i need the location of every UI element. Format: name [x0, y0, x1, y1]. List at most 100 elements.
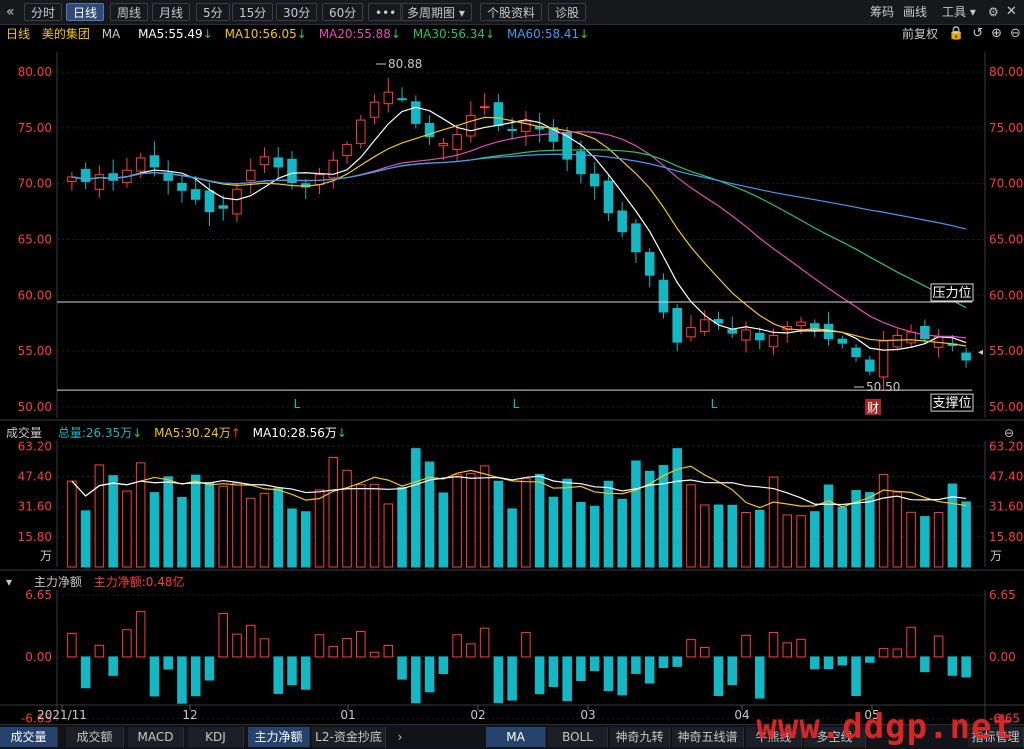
ma30-line — [71, 149, 967, 309]
x-tick-label: 01 — [340, 708, 355, 722]
lock-icon[interactable]: 🔒 — [948, 26, 965, 41]
volume-bar — [644, 470, 655, 568]
more-button[interactable]: ••• — [368, 3, 404, 21]
candle-body — [686, 327, 696, 338]
volume-bar — [383, 503, 394, 568]
volume-bar — [411, 448, 421, 568]
candle-body — [865, 359, 875, 372]
tab-15min[interactable]: 15分 — [232, 3, 274, 21]
volume-bar — [603, 480, 614, 568]
volume-bar — [521, 478, 531, 568]
flow-bar — [603, 656, 614, 692]
top-toolbar: « 分时 日线 周线 月线 5分 15分 30分 60分 ••• 多周期图 ▾ … — [0, 0, 1024, 25]
candle-body — [411, 101, 421, 124]
volume-tick-label: 31.60 — [989, 500, 1023, 514]
candle-body — [493, 102, 504, 127]
collapse-icon[interactable]: ⊖ — [1004, 426, 1015, 440]
candle-body — [699, 319, 710, 332]
flow-tick-label: -6.65 — [21, 712, 52, 724]
candle-body — [878, 340, 889, 378]
tab-turnover[interactable]: 成交额 — [66, 727, 124, 747]
tab-kdj[interactable]: KDJ — [188, 727, 244, 747]
flow-bar — [94, 644, 105, 658]
tab-daily[interactable]: 日线 — [66, 3, 105, 21]
draw-button[interactable]: 画线 — [903, 5, 928, 19]
flow-bar — [163, 656, 173, 670]
tab-monthly[interactable]: 月线 — [152, 3, 191, 21]
candle-body — [603, 180, 614, 214]
volume-bar — [672, 448, 682, 568]
tab-main-flow[interactable]: 主力净额 — [248, 727, 310, 747]
tools-button[interactable]: 工具 ▾ — [942, 5, 976, 19]
flow-tick-label: 0.00 — [25, 650, 52, 664]
price-tick-label: 65.00 — [18, 232, 52, 246]
volume-bar — [878, 473, 889, 568]
stock-info-button[interactable]: 个股资料 — [480, 3, 543, 21]
tab-60min[interactable]: 60分 — [322, 3, 364, 21]
candle-body — [356, 119, 366, 145]
flow-bar — [135, 611, 146, 658]
volume-bar — [108, 475, 118, 568]
settings-icon[interactable]: ⚙ — [988, 5, 999, 19]
tab-bull-bear[interactable]: 牛熊线 — [746, 727, 802, 747]
tab-boll[interactable]: BOLL — [548, 727, 608, 747]
tab-intraday[interactable]: 分时 — [24, 3, 63, 21]
flow-bar — [837, 656, 848, 666]
close-icon[interactable]: ✕ — [1006, 4, 1017, 19]
kline-chart[interactable]: 80.00 80.00 75.00 75.00 70.00 70.00 65.00 65.00… — [0, 0, 1024, 724]
flow-bar — [397, 656, 407, 680]
double-left-chevron-icon[interactable]: « — [6, 4, 15, 20]
tab-magic-five[interactable]: 神奇五线谱 — [672, 727, 744, 747]
tab-long-short[interactable]: 多空线 — [804, 727, 866, 747]
watermark: www.ddgp.net — [756, 707, 1014, 747]
candle-body — [920, 326, 930, 340]
tab-weekly[interactable]: 周线 — [110, 3, 149, 21]
zoom-out-icon[interactable]: ⊖ — [1010, 26, 1021, 41]
l-marker: L — [513, 397, 520, 411]
tab-30min[interactable]: 30分 — [276, 3, 318, 21]
volume-bar — [507, 508, 517, 568]
x-tick-label: 04 — [734, 708, 749, 722]
tab-volume[interactable]: 成交量 — [0, 727, 58, 747]
diagnose-button[interactable]: 诊股 — [548, 3, 587, 21]
candle-body — [190, 189, 201, 200]
tab-5min[interactable]: 5分 — [196, 3, 230, 21]
volume-tick-label: 15.80 — [18, 530, 52, 544]
multi-period-dropdown[interactable]: 多周期图 ▾ — [400, 3, 472, 21]
volume-ma5: MA5:30.24万 — [154, 426, 231, 440]
flow-bar — [190, 656, 201, 697]
l-marker: L — [294, 397, 301, 411]
flow-bar — [727, 656, 738, 686]
ma60-line — [71, 153, 967, 230]
tab-macd[interactable]: MACD — [128, 727, 184, 747]
tab-magic-nine[interactable]: 神奇九转 — [610, 727, 670, 747]
down-arrow-icon: ↓ — [132, 426, 143, 440]
candle-body — [80, 168, 91, 182]
chip-button[interactable]: 筹码 — [870, 5, 895, 19]
support-label: 支撑位 — [932, 396, 971, 411]
flow-bar — [493, 656, 504, 704]
flow-bar — [631, 656, 641, 674]
undo-icon[interactable]: ↺ — [972, 26, 984, 41]
flow-bar — [507, 656, 517, 701]
volume-bar — [314, 489, 325, 568]
volume-bar — [493, 480, 504, 568]
volume-bar — [617, 498, 627, 568]
down-arrow-icon: ↓ — [336, 426, 347, 440]
volume-tick-label: 47.40 — [18, 470, 52, 484]
flow-bar — [699, 646, 710, 658]
ma5-label: MA5:55.49↓ — [138, 27, 213, 41]
chevron-down-icon[interactable]: ▾ — [6, 575, 13, 589]
tab-l2-bottom[interactable]: L2-资金抄底 — [312, 727, 386, 747]
chevron-right-icon[interactable]: › — [397, 730, 403, 744]
chart-controls: 🔒 ↺ ⊕ ⊖ — [948, 26, 1024, 42]
tab-ma[interactable]: MA — [486, 727, 546, 747]
candle-body — [259, 156, 270, 166]
flow-bar — [245, 624, 256, 658]
zoom-in-icon[interactable]: ⊕ — [991, 26, 1002, 41]
earnings-marker: 财 — [867, 401, 879, 415]
flow-bar — [810, 656, 820, 670]
adjust-dropdown[interactable]: 前复权 — [902, 27, 939, 41]
flow-tick-label: 0.00 — [989, 650, 1016, 664]
candle-body — [287, 158, 297, 184]
